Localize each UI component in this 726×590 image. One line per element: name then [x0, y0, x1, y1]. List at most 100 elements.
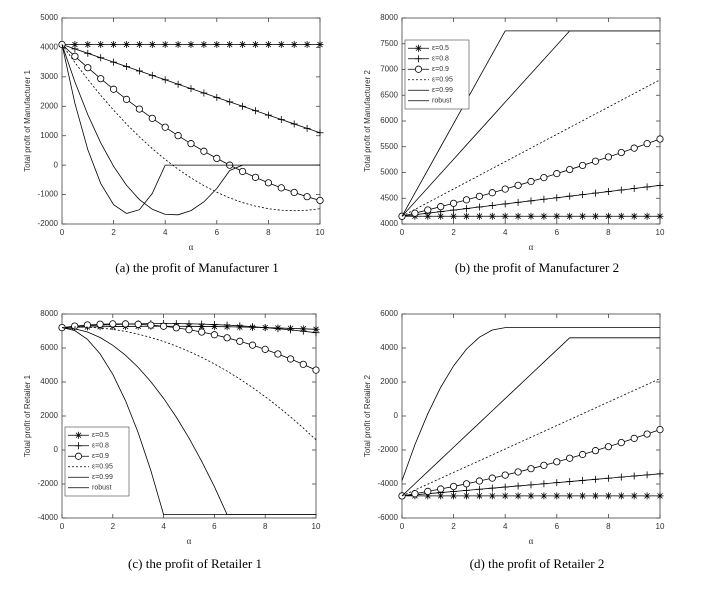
- marker: [249, 323, 256, 331]
- marker: [135, 105, 143, 113]
- marker: [121, 320, 130, 328]
- marker-circle: [248, 341, 257, 349]
- marker: [527, 212, 535, 220]
- marker-circle: [147, 321, 155, 329]
- marker: [656, 425, 664, 434]
- marker-stroke: [110, 41, 117, 48]
- y-tick-label: 4000: [40, 43, 58, 52]
- marker-circle: [134, 320, 142, 328]
- legend-label: ε=0.95: [92, 464, 113, 471]
- marker: [74, 452, 83, 460]
- marker: [84, 40, 92, 48]
- y-tick-label: 1000: [40, 131, 58, 140]
- marker: [449, 199, 458, 207]
- marker: [566, 165, 574, 174]
- marker: [415, 44, 422, 52]
- marker: [527, 481, 535, 489]
- marker-circle: [122, 95, 131, 103]
- x-tick-label: 2: [451, 522, 456, 531]
- marker: [303, 40, 311, 48]
- marker-stroke: [502, 493, 508, 499]
- marker-stroke: [123, 41, 130, 48]
- marker: [75, 431, 82, 439]
- marker: [299, 360, 307, 368]
- marker-stroke: [291, 41, 297, 48]
- marker-circle: [437, 485, 445, 493]
- marker: [135, 67, 143, 75]
- marker: [174, 132, 182, 140]
- marker: [656, 135, 664, 143]
- marker: [147, 321, 155, 329]
- y-axis-label: Total profit of Manufacturer 1: [23, 70, 32, 172]
- marker-circle: [566, 454, 574, 462]
- legend-label: ε=0.95: [432, 77, 453, 84]
- marker: [316, 129, 324, 137]
- marker: [488, 484, 496, 492]
- marker: [553, 194, 561, 202]
- marker: [210, 321, 218, 329]
- marker: [617, 212, 625, 220]
- marker: [566, 192, 574, 200]
- marker-circle: [462, 196, 471, 204]
- marker: [656, 492, 664, 500]
- legend-label: robust: [432, 98, 452, 105]
- x-tick-label: 0: [60, 228, 65, 237]
- y-axis-label: Total profit of Retailer 2: [363, 374, 372, 457]
- x-tick-label: 8: [266, 228, 271, 237]
- marker-stroke: [566, 213, 573, 220]
- marker-stroke: [579, 213, 586, 220]
- marker-stroke: [618, 493, 625, 499]
- legend: ε=0.5 ε=0.8 ε=0.9 ε=0.95 ε=0.99 robust: [64, 426, 130, 497]
- marker-stroke: [554, 493, 560, 499]
- marker: [630, 434, 638, 442]
- y-axis-label: Total profit of Manufacturer 2: [363, 70, 372, 172]
- marker-circle: [630, 144, 638, 152]
- marker: [316, 40, 324, 48]
- marker: [248, 341, 257, 349]
- marker: [174, 80, 182, 88]
- marker-stroke: [252, 41, 259, 48]
- marker: [251, 173, 260, 181]
- series-line: [61, 327, 316, 515]
- marker: [604, 212, 612, 220]
- marker: [213, 154, 221, 163]
- series-line: [401, 30, 660, 217]
- marker: [239, 102, 247, 110]
- marker-stroke: [450, 213, 457, 220]
- marker-circle: [303, 193, 311, 201]
- marker-circle: [135, 105, 143, 113]
- marker: [450, 206, 458, 214]
- marker-stroke: [489, 493, 496, 499]
- marker: [277, 184, 285, 192]
- marker: [83, 321, 92, 329]
- marker-stroke: [631, 493, 637, 499]
- x-tick-label: 10: [312, 522, 321, 531]
- y-tick-label: 7000: [380, 65, 398, 74]
- marker-circle: [239, 167, 247, 176]
- marker-stroke: [644, 213, 650, 220]
- marker-stroke: [463, 493, 470, 499]
- legend: ε=0.5 ε=0.8 ε=0.9 ε=0.95 ε=0.99 robust: [404, 39, 470, 110]
- y-tick-label: 5000: [380, 168, 398, 177]
- marker: [312, 366, 320, 374]
- marker: [591, 157, 600, 165]
- marker: [579, 476, 587, 484]
- marker-stroke: [265, 41, 272, 48]
- marker: [592, 212, 599, 220]
- marker: [488, 189, 496, 197]
- marker-circle: [96, 320, 104, 328]
- marker-stroke: [72, 41, 78, 48]
- y-tick-label: 6000: [380, 309, 398, 318]
- x-tick-label: 4: [163, 228, 168, 237]
- marker: [656, 181, 664, 189]
- marker-circle: [501, 471, 509, 479]
- marker-circle: [97, 75, 105, 83]
- marker-stroke: [175, 41, 181, 48]
- marker-circle: [223, 334, 231, 342]
- x-tick-label: 6: [212, 522, 217, 531]
- caption: (d) the profit of Retailer 2: [470, 556, 605, 571]
- legend-box: [404, 39, 470, 110]
- marker: [71, 52, 79, 60]
- plot-frame: [61, 17, 321, 225]
- marker-circle: [200, 147, 208, 155]
